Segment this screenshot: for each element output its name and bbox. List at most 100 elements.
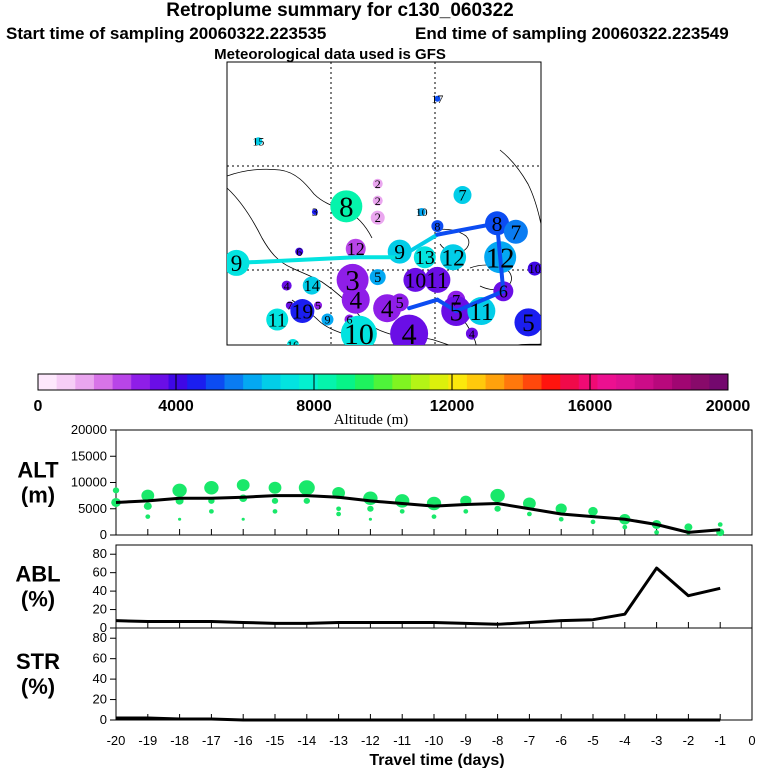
panel-ylabel-unit: (%): [21, 587, 55, 612]
plume-marker-label: 9: [394, 240, 405, 264]
altitude-scatter-point: [527, 511, 532, 517]
plume-marker: [286, 339, 299, 345]
plume-marker-label: 10: [528, 262, 541, 276]
plume-marker-label: 3: [312, 205, 318, 219]
altitude-scatter-point: [494, 505, 501, 512]
mean-path-segment: [495, 221, 506, 294]
mean-path-segment: [435, 297, 459, 314]
altitude-scatter-point: [463, 509, 469, 514]
colorbar-swatch: [280, 374, 300, 390]
altitude-scatter-point: [298, 480, 315, 496]
altitude-scatter-point: [399, 509, 405, 514]
altitude-scatter-point: [236, 479, 250, 492]
colorbar-swatch: [112, 374, 132, 390]
colorbar-swatch: [38, 374, 58, 390]
colorbar-swatch: [131, 374, 151, 390]
plume-marker-label: 5: [522, 310, 535, 337]
mean-line: [115, 494, 721, 534]
altitude-scatter-point: [178, 517, 182, 521]
panel-frame: [115, 627, 753, 721]
x-tick-label: -3: [651, 733, 663, 748]
colorbar-swatch: [224, 374, 244, 390]
x-tick-label: -16: [234, 733, 253, 748]
altitude-scatter-point: [172, 483, 187, 498]
plume-marker: [514, 308, 541, 337]
panel-ylabel: ALT: [17, 458, 59, 483]
colorbar-swatch: [466, 374, 487, 390]
plume-marker-label: 12: [347, 239, 365, 259]
panel-ylabel: STR: [16, 649, 60, 674]
mean-path-segment: [435, 221, 500, 237]
plume-marker-label: 4: [349, 288, 362, 315]
mean-line: [116, 716, 721, 722]
altitude-scatter-point: [272, 509, 278, 514]
plume-marker-label: 10: [416, 205, 428, 219]
plume-marker-label: 8: [339, 191, 353, 223]
altitude-scatter-point: [367, 505, 374, 512]
x-tick-label: -11: [393, 733, 411, 748]
plume-marker-label: 7: [287, 299, 293, 313]
x-tick-label: -6: [555, 733, 567, 748]
altitude-scatter-point: [523, 497, 536, 510]
y-tick-label: 80: [93, 546, 107, 561]
x-tick-label: -15: [266, 733, 285, 748]
plume-marker-label: 9: [324, 313, 330, 327]
altitude-scatter-point: [490, 488, 505, 503]
altitude-scatter-point: [717, 522, 723, 527]
coastline: [499, 149, 541, 225]
plume-marker-label: 16: [287, 338, 299, 352]
y-tick-label: 80: [93, 630, 107, 645]
plume-marker-label: 12: [486, 242, 515, 274]
altitude-scatter-point: [204, 481, 219, 495]
altitude-scatter-point: [143, 502, 152, 510]
colorbar-swatch: [597, 374, 617, 390]
colorbar-swatch: [261, 374, 281, 390]
plume-marker-label: 5: [315, 299, 321, 313]
altitude-scatter-point: [268, 481, 282, 494]
plume-marker: [370, 210, 385, 225]
plume-marker: [302, 276, 321, 295]
plume-marker-label: 11: [469, 299, 493, 326]
plume-marker: [311, 208, 318, 215]
plume-marker-label: 6: [296, 245, 302, 259]
colorbar-swatch: [373, 374, 393, 390]
end-time-label: End time of sampling 20060322.223549: [415, 24, 729, 43]
altitude-scatter-point: [555, 503, 567, 514]
y-tick-label: 15000: [71, 448, 107, 463]
plume-marker-label: 2: [375, 211, 381, 225]
x-tick-label: -14: [297, 733, 316, 748]
x-tick-label: -2: [683, 733, 695, 748]
colorbar-swatch: [75, 374, 95, 390]
plume-marker: [417, 207, 426, 216]
panel-ylabel-unit: (m): [21, 483, 55, 508]
plume-marker: [413, 246, 436, 269]
start-time-label: Start time of sampling 20060322.223535: [6, 24, 327, 43]
x-tick-label: -9: [460, 733, 472, 748]
plume-marker: [290, 299, 315, 324]
colorbar-tick-label: 20000: [706, 398, 751, 415]
colorbar-swatch: [336, 374, 356, 390]
plume-marker-label: 11: [426, 268, 449, 294]
plume-marker: [440, 244, 467, 271]
plume-marker-label: 2: [375, 194, 381, 208]
colorbar-swatch: [410, 374, 431, 390]
y-tick-label: 10000: [71, 475, 107, 490]
plume-marker-label: 4: [381, 296, 394, 323]
plume-marker-label: 10: [405, 268, 427, 292]
altitude-scatter-point: [241, 517, 245, 521]
colorbar-swatch: [709, 374, 729, 390]
mean-path-segment: [454, 289, 506, 314]
plume-marker-label: 7: [452, 291, 460, 309]
plume-marker-label: 7: [510, 220, 521, 244]
colorbar-swatch: [187, 374, 207, 390]
plume-marker: [390, 293, 409, 312]
colorbar-swatch: [168, 374, 188, 390]
plume-marker: [434, 95, 441, 102]
plume-marker: [372, 178, 383, 189]
colorbar-swatch: [541, 374, 561, 390]
plume-marker: [403, 267, 428, 292]
x-tick-label: -12: [361, 733, 380, 748]
x-tick-label: -13: [329, 733, 348, 748]
altitude-scatter-point: [112, 487, 120, 494]
plume-marker-label: 8: [492, 212, 503, 236]
